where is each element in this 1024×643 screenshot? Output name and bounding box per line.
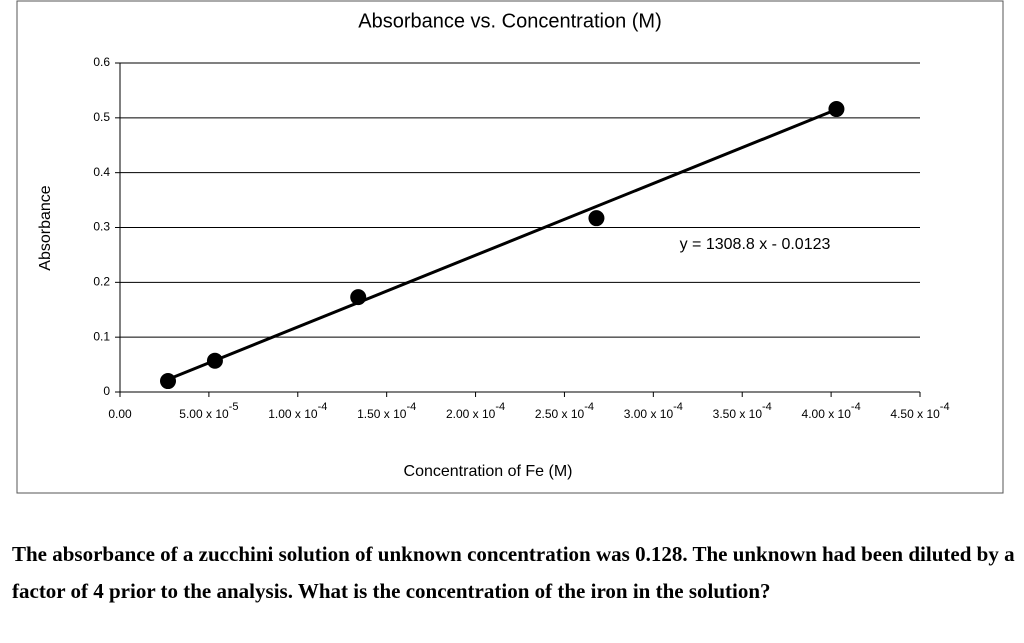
data-point [828,101,845,118]
x-tick-exponent: -4 [584,401,594,413]
trendline-equation: y = 1308.8 x - 0.0123 [680,236,831,253]
x-tick-label: 4.00 x 10-4 [802,401,861,421]
data-point [350,289,367,306]
y-tick-label: 0.5 [93,110,110,124]
x-tick-label: 2.50 x 10-4 [535,401,594,421]
x-tick-label-text: 4.50 x 10 [890,407,940,421]
question: The absorbance of a zucchini solution of… [12,542,1015,603]
x-tick-exponent: -4 [673,401,683,413]
data-point [588,210,605,227]
x-tick-exponent: -4 [495,401,505,413]
x-tick-label: 3.50 x 10-4 [713,401,772,421]
x-tick-label-text: 0.00 [108,407,132,421]
chart-frame [16,0,1004,494]
y-tick-label: 0 [103,384,110,398]
x-tick-label: 2.00 x 10-4 [446,401,505,421]
x-tick-label: 3.00 x 10-4 [624,401,683,421]
x-tick-label-text: 3.50 x 10 [713,407,763,421]
y-tick-label: 0.4 [93,165,110,179]
y-tick-label: 0.1 [93,329,110,343]
x-axis-label: Concentration of Fe (M) [404,463,573,480]
x-tick-label: 1.00 x 10-4 [268,401,327,421]
x-tick-label-text: 3.00 x 10 [624,407,674,421]
data-point [206,352,223,369]
x-tick-label-text: 2.00 x 10 [446,407,496,421]
x-tick-label: 4.50 x 10-4 [890,401,949,421]
x-tick-exponent: -4 [762,401,772,413]
x-tick-label: 1.50 x 10-4 [357,401,416,421]
chart: Absorbance vs. Concentration (M) Concent… [16,0,1004,494]
x-tick-label: 5.00 x 10-5 [179,401,238,421]
x-tick-exponent: -5 [229,401,239,413]
x-tick-label-text: 4.00 x 10 [802,407,852,421]
x-tick-label-text: 2.50 x 10 [535,407,585,421]
x-tick-exponent: -4 [851,401,861,413]
x-tick-label: 0.00 [108,407,132,421]
y-tick-label: 0.2 [93,275,110,289]
x-tick-exponent: -4 [940,401,950,413]
y-tick-label: 0.3 [93,220,110,234]
trendline [167,108,838,381]
chart-title: Absorbance vs. Concentration (M) [358,10,661,32]
y-tick-label: 0.6 [93,55,110,69]
x-tick-exponent: -4 [406,401,416,413]
x-tick-label-text: 1.00 x 10 [268,407,318,421]
data-point [160,373,176,390]
y-axis-label: Absorbance [37,185,54,270]
x-tick-exponent: -4 [318,401,328,413]
x-tick-label-text: 5.00 x 10 [179,407,229,421]
x-tick-label-text: 1.50 x 10 [357,407,407,421]
